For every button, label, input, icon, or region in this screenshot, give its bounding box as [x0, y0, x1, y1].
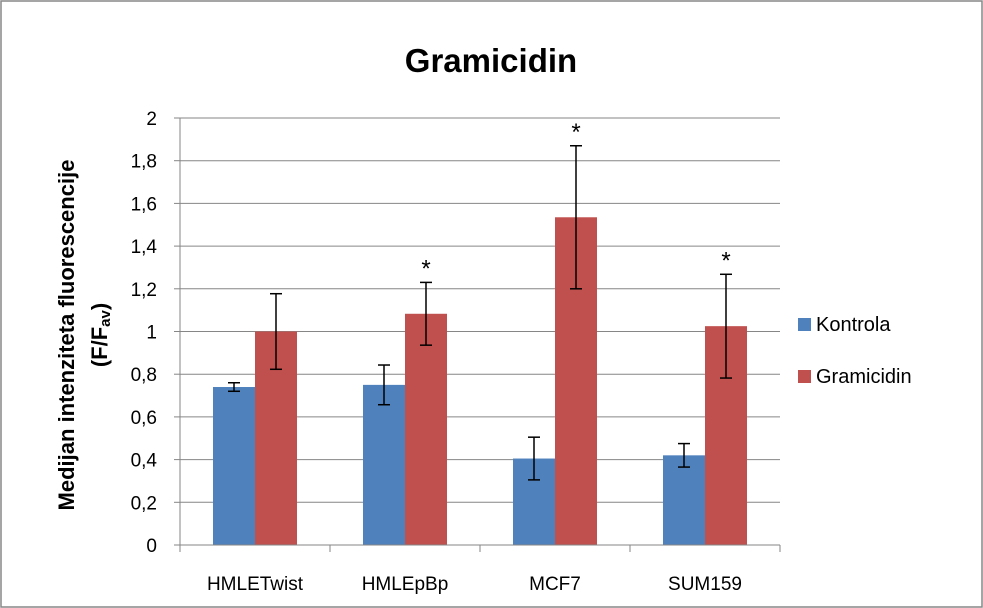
significance-markers: * * *	[421, 119, 730, 283]
y-tick-label: 0	[146, 536, 157, 557]
x-tick-label: SUM159	[668, 574, 742, 595]
error-bars	[228, 145, 732, 481]
legend-swatch	[798, 318, 811, 331]
legend-label: Gramicidin	[816, 366, 912, 388]
x-tick-label: MCF7	[529, 574, 581, 595]
axes: 0 0,2 0,4 0,6 0,8 1 1,2 1,4 1,6 1,8 2 HMLETwist HMLE…	[131, 109, 781, 595]
bars	[213, 217, 747, 545]
chart-title: Gramicidin	[405, 42, 577, 79]
y-tick-label: 0,4	[131, 451, 158, 472]
significance-asterisk: *	[721, 247, 730, 274]
y-tick-label: 1,4	[131, 237, 158, 258]
y-tick-label: 1	[146, 323, 157, 344]
bar	[663, 455, 705, 545]
bar	[363, 384, 405, 545]
significance-asterisk: *	[571, 119, 580, 146]
legend: Kontrola Gramicidin	[798, 314, 912, 388]
y-tick-label: 2	[146, 109, 157, 130]
x-tick-label: HMLEpBp	[362, 574, 449, 595]
y-tick-label: 0,8	[131, 365, 157, 386]
y-tick-label: 0,6	[131, 408, 157, 429]
y-axis-label: Medijan intenziteta fluorescencije	[54, 160, 79, 511]
y-tick-label: 1,8	[131, 152, 157, 173]
bar	[213, 387, 255, 545]
legend-swatch	[798, 370, 811, 383]
significance-asterisk: *	[421, 255, 430, 282]
y-axis-label-subscript: av	[97, 310, 114, 327]
x-tick-label: HMLETwist	[207, 574, 304, 595]
bar	[405, 313, 447, 545]
legend-label: Kontrola	[816, 314, 891, 336]
y-tick-label: 1,6	[131, 194, 157, 215]
y-tick-label: 1,2	[131, 280, 157, 301]
y-tick-label: 0,2	[131, 493, 157, 514]
y-axis-label-unit: (F/Fav)	[87, 303, 114, 367]
